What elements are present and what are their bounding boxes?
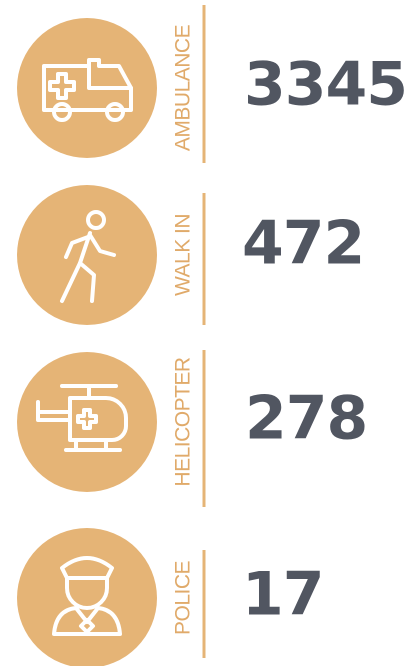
item-value: 3345 xyxy=(244,50,407,120)
row-walk-in: WALK IN 472 xyxy=(17,185,365,325)
helicopter-icon xyxy=(36,384,128,452)
item-value: 278 xyxy=(245,384,367,454)
walker-icon xyxy=(60,210,116,303)
row-ambulance: AMBULANCE 3345 xyxy=(17,5,408,163)
row-helicopter: HELICOPTER 278 xyxy=(17,350,368,507)
ambulance-icon xyxy=(42,58,133,122)
item-label: HELICOPTER xyxy=(172,357,195,487)
icon-circle xyxy=(17,528,157,666)
item-value: 17 xyxy=(242,560,324,630)
item-value: 472 xyxy=(242,209,364,279)
icon-circle xyxy=(17,352,157,492)
police-icon xyxy=(52,556,122,636)
item-label: POLICE xyxy=(172,560,195,635)
item-label: AMBULANCE xyxy=(172,24,195,151)
icon-circle xyxy=(17,185,157,325)
item-label: WALK IN xyxy=(172,214,195,296)
row-police: POLICE 17 xyxy=(17,528,325,666)
